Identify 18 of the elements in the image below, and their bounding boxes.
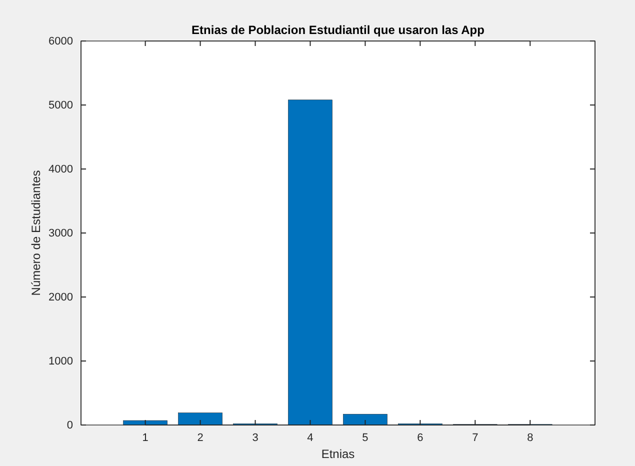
- x-tick-label: 5: [362, 432, 368, 444]
- x-tick-label: 7: [472, 432, 478, 444]
- x-axis-title: Etnias: [321, 447, 355, 461]
- y-tick-label: 0: [66, 420, 73, 432]
- x-tick-label: 1: [142, 432, 148, 444]
- x-tick-label: 3: [252, 432, 258, 444]
- x-tick-label: 4: [307, 432, 314, 444]
- y-tick-label: 1000: [48, 356, 73, 368]
- chart-title: Etnias de Poblacion Estudiantil que usaron las App: [192, 23, 484, 37]
- x-tick-label: 2: [197, 432, 204, 444]
- x-tick-label: 8: [527, 432, 534, 444]
- y-tick-label: 4000: [48, 164, 73, 176]
- x-tick-label: 6: [417, 432, 424, 444]
- y-tick-label: 5000: [48, 100, 73, 112]
- y-tick-label: 2000: [48, 292, 73, 304]
- y-tick-label: 3000: [48, 228, 73, 240]
- y-axis-title: Número de Estudiantes: [29, 170, 43, 296]
- y-tick-label: 6000: [48, 36, 73, 48]
